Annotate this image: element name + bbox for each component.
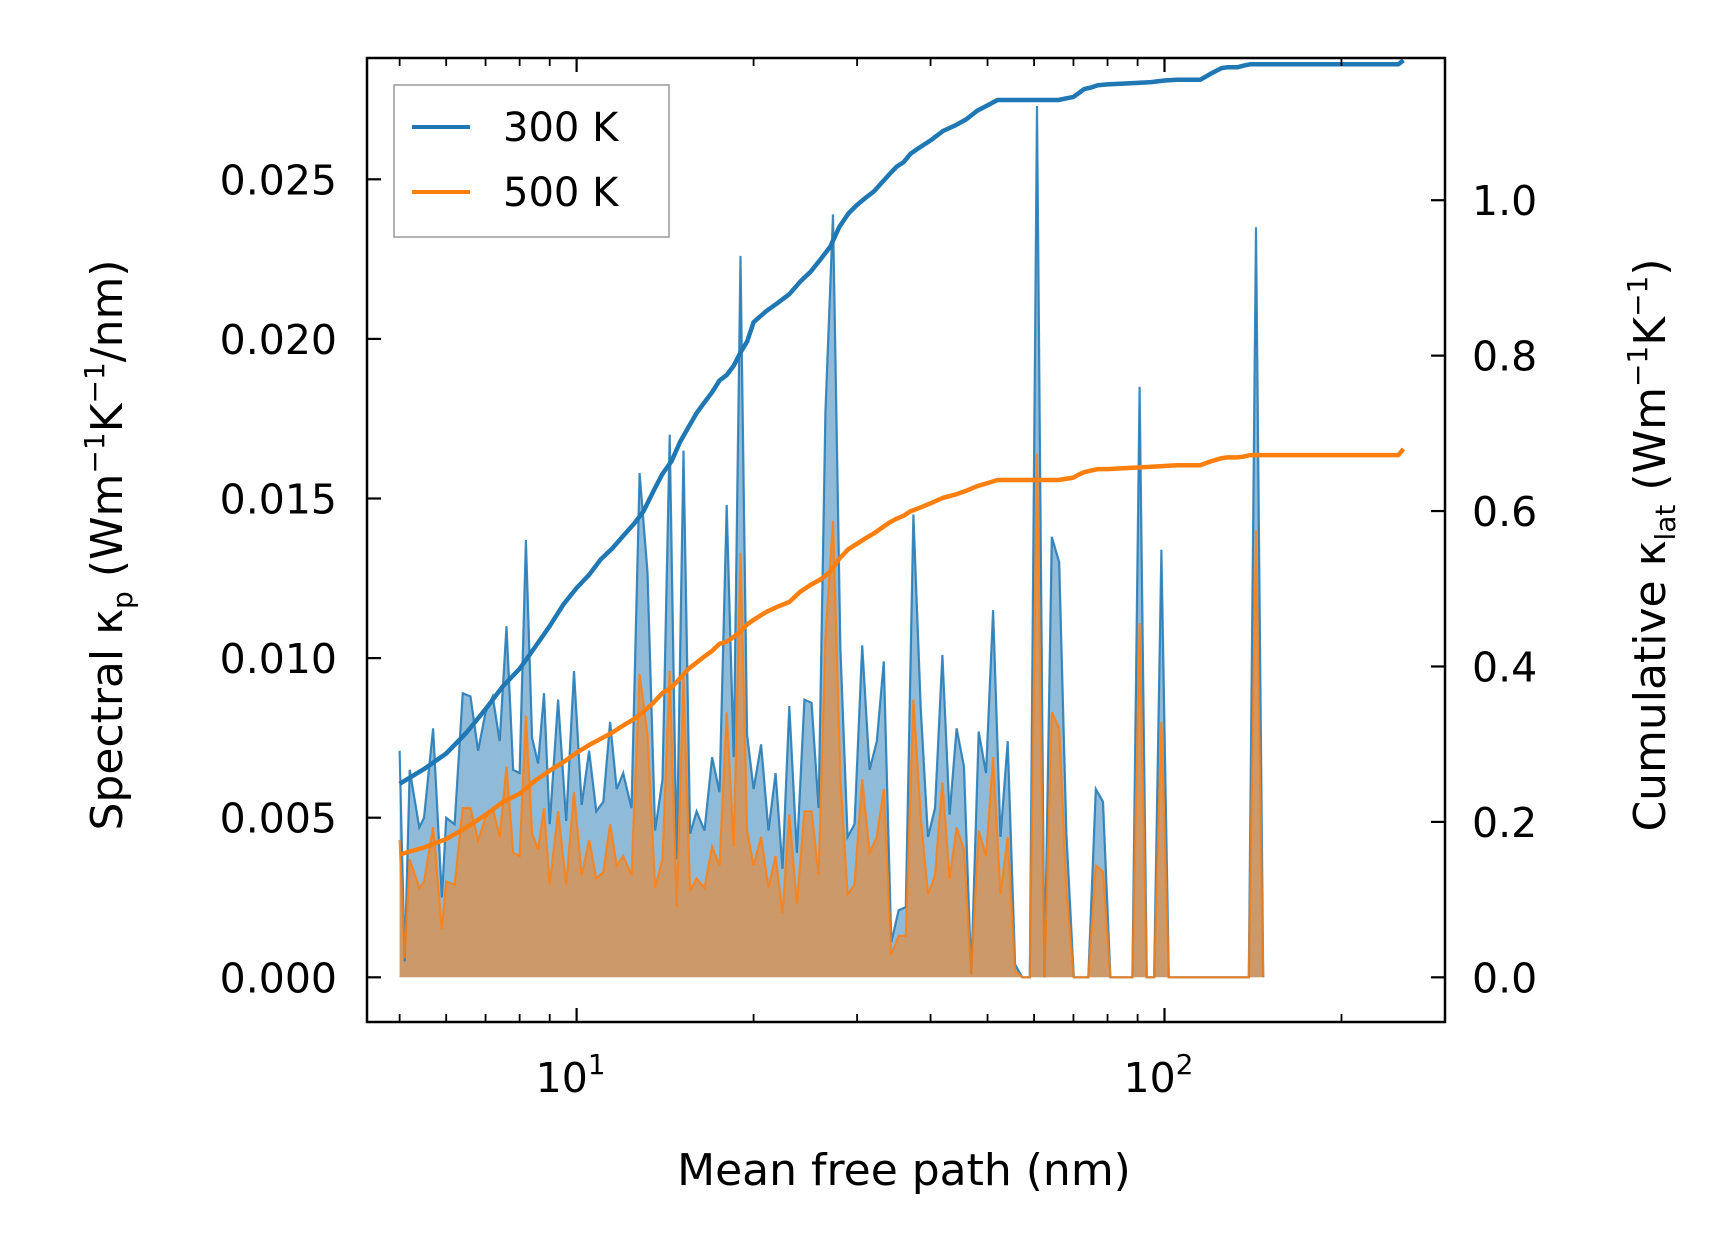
- spectral-lines: [398, 105, 1265, 979]
- left-y-tick-label: 0.000: [220, 954, 337, 1002]
- x-tick-label: 102: [1124, 1048, 1194, 1102]
- right-y-tick-label: 1.0: [1472, 177, 1537, 225]
- left-y-axis-ticks: 0.000 0.005 0.010 0.015 0.020 0.025: [220, 156, 381, 1002]
- left-y-tick-label: 0.025: [220, 156, 337, 204]
- legend-box: [393, 84, 670, 238]
- right-y-axis-ticks: 0.0 0.2 0.4 0.6 0.8 1.0: [1431, 177, 1537, 1002]
- spectral-line-500k: [398, 453, 1265, 979]
- left-y-tick-label: 0.020: [220, 316, 337, 364]
- x-tick-label: 101: [536, 1048, 606, 1102]
- x-axis-label: Mean free path (nm): [677, 1145, 1131, 1196]
- right-y-tick-label: 0.0: [1472, 954, 1537, 1002]
- legend: 300 K 500 K: [393, 84, 670, 238]
- legend-label-500k: 500 K: [503, 170, 620, 216]
- right-y-tick-label: 0.6: [1472, 488, 1537, 536]
- left-y-tick-label: 0.010: [220, 635, 337, 683]
- cumulative-lines: [398, 58, 1406, 857]
- plot-area-frame: [365, 56, 1447, 1024]
- right-y-axis-label: Cumulative κlat (Wm−1K−1): [1621, 258, 1682, 831]
- left-y-axis-label: Spectral κp (Wm−1K−1/nm): [78, 259, 139, 830]
- cumulative-line-300k: [398, 58, 1405, 786]
- right-y-tick-label: 0.4: [1472, 643, 1537, 691]
- spectral-fill-500k: [399, 453, 1264, 978]
- left-y-tick-label: 0.005: [220, 795, 337, 843]
- right-y-tick-label: 0.8: [1472, 333, 1537, 381]
- legend-label-300k: 300 K: [503, 105, 620, 151]
- cumulative-line-500k: [398, 447, 1406, 857]
- x-axis-ticks: 101 102: [398, 58, 1343, 1102]
- left-y-tick-label: 0.015: [220, 476, 337, 524]
- right-y-tick-label: 0.2: [1472, 799, 1537, 847]
